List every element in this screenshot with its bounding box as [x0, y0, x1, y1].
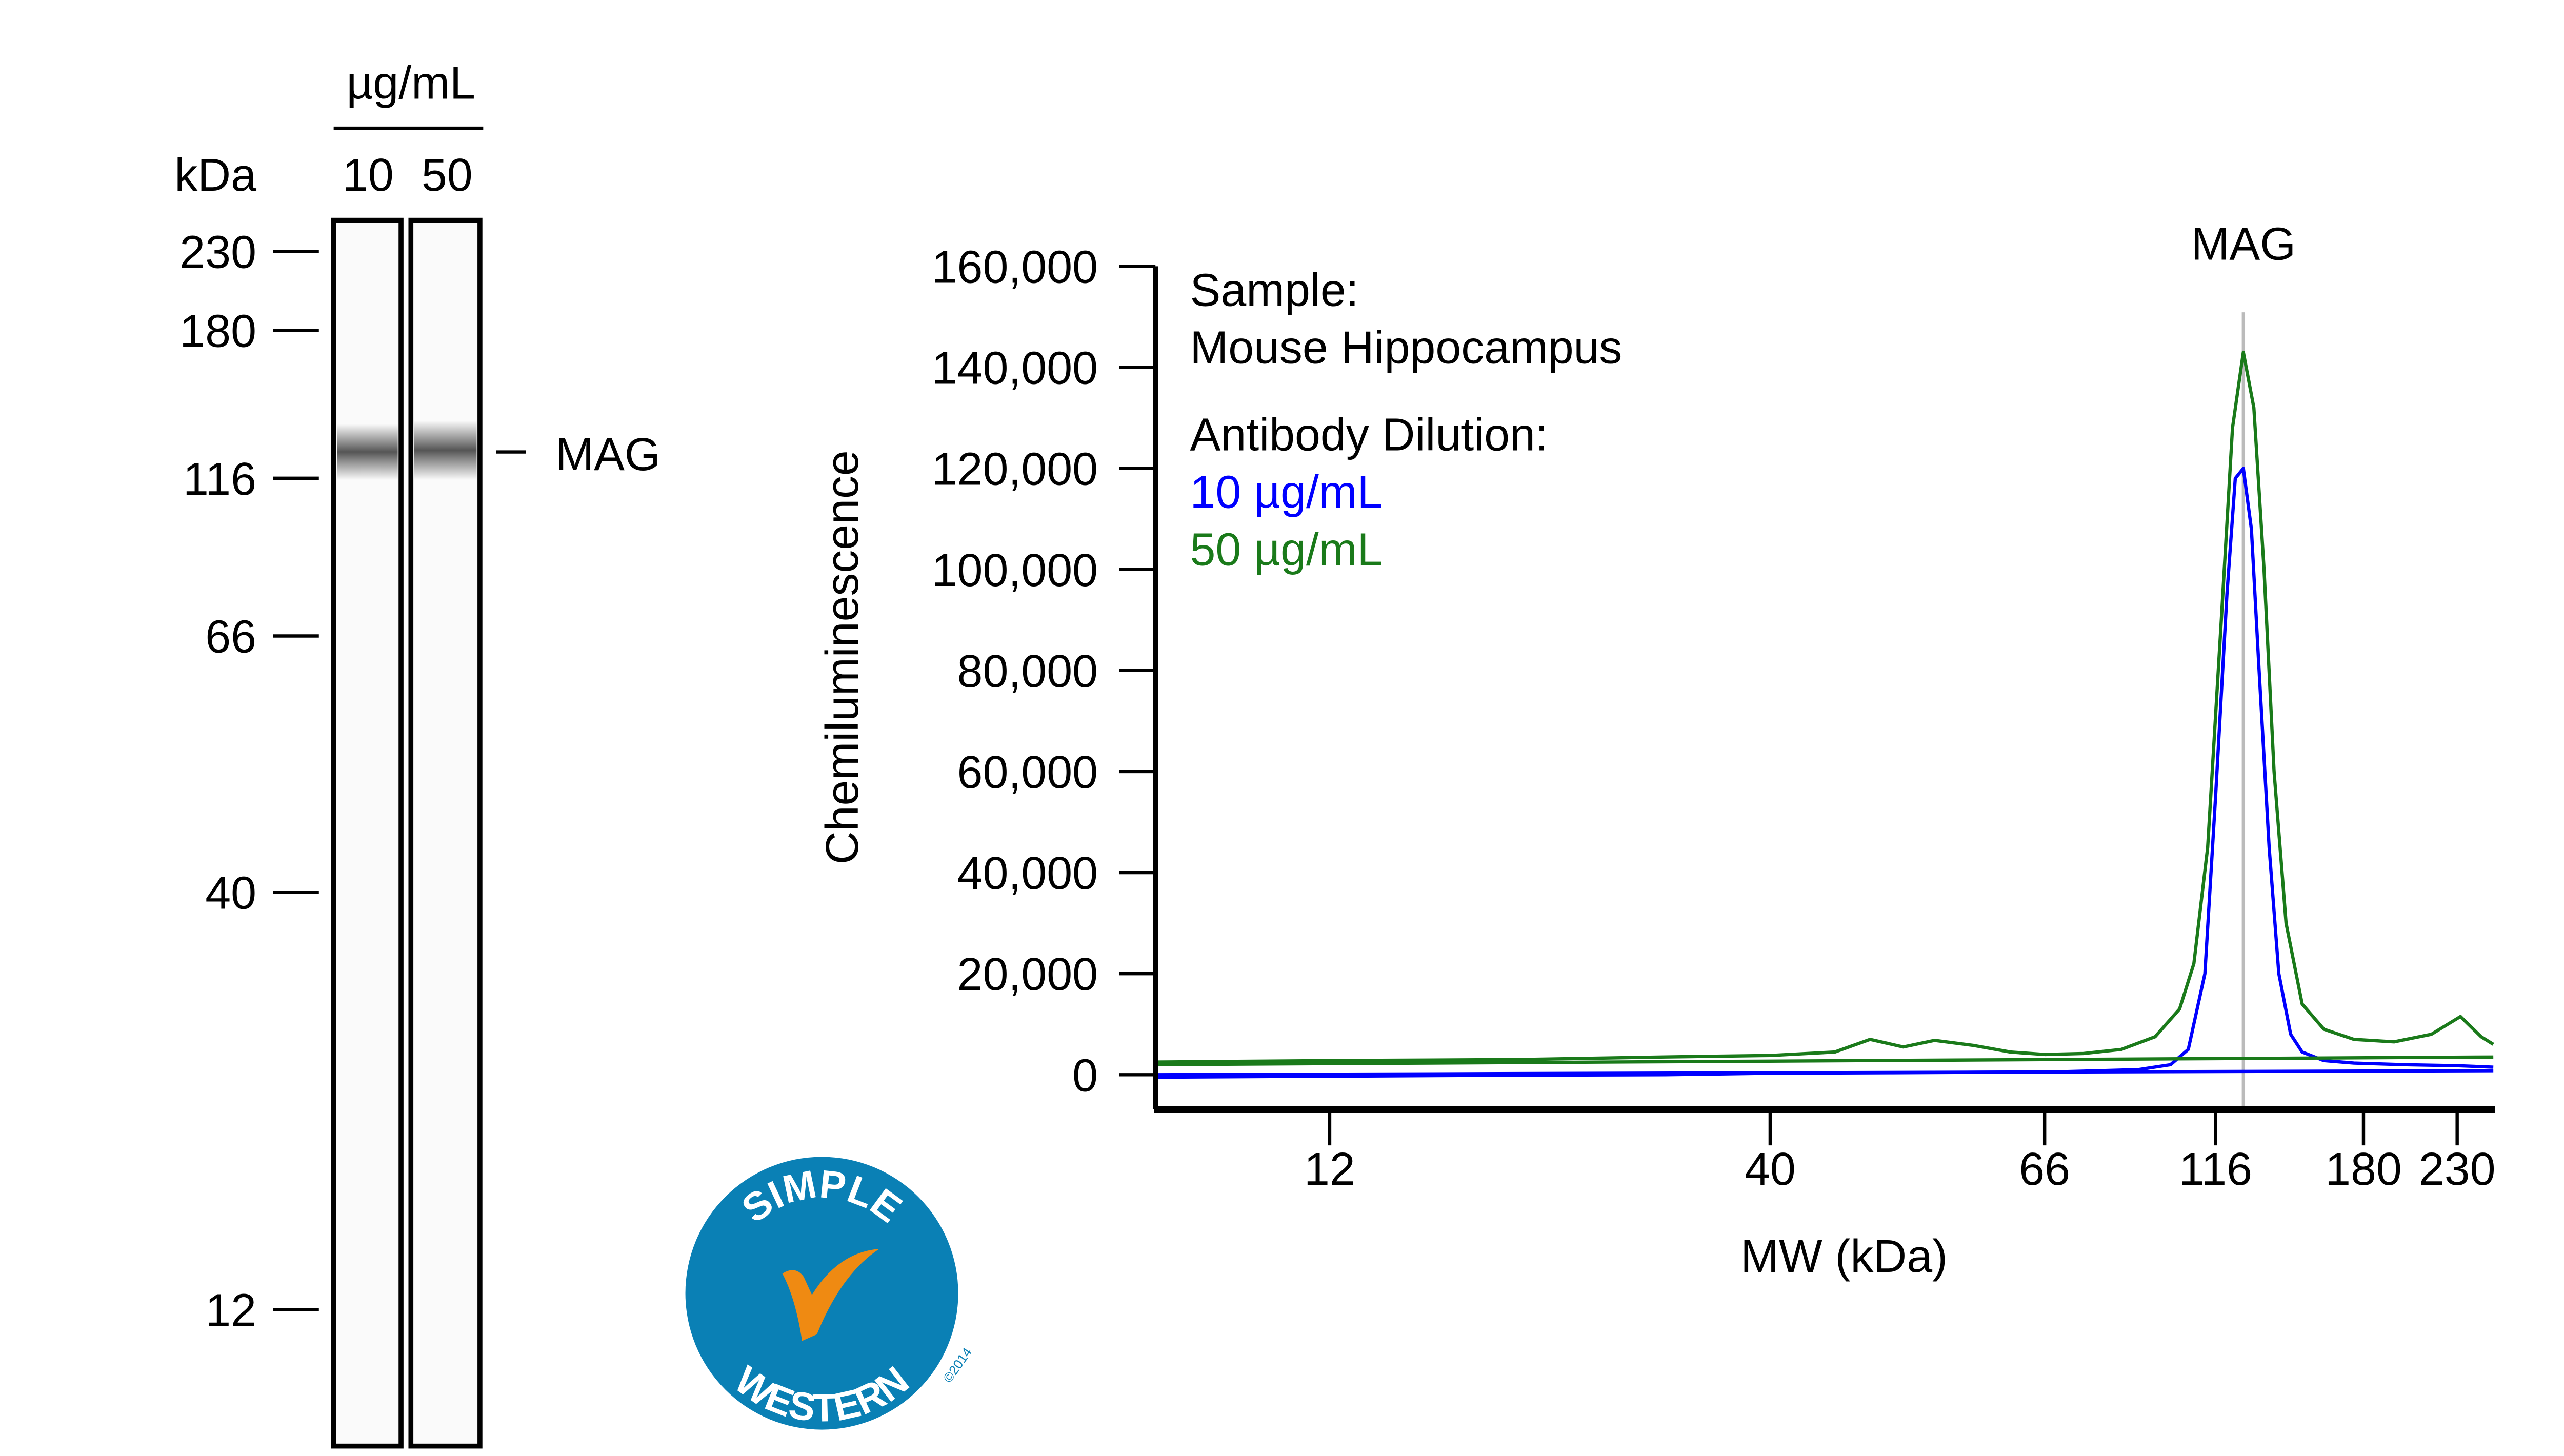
band-lane-10 — [337, 424, 398, 480]
x-tick-label: 12 — [1304, 1144, 1355, 1195]
series-line-1 — [1155, 350, 2494, 1064]
check-icon — [782, 1249, 879, 1341]
marker-ladder: 230 180 116 66 40 12 — [179, 227, 319, 1337]
legend-sample-label: Sample: — [1190, 265, 1359, 316]
x-tick-label: 230 — [2419, 1144, 2496, 1195]
marker-label: 40 — [205, 868, 256, 919]
marker-label: 66 — [205, 612, 256, 663]
y-tick-label: 60,000 — [957, 747, 1098, 798]
legend-series-50: 50 µg/mL — [1190, 524, 1383, 576]
x-axis-label: MW (kDa) — [1740, 1231, 1948, 1282]
band-lane-50 — [414, 420, 477, 480]
legend: Sample: Mouse Hippocampus Antibody Dilut… — [1190, 265, 1622, 575]
electropherogram-chart: 0 20,000 40,000 60,000 80,000 100,000 120,000 1… — [817, 219, 2495, 1282]
series-line-0 — [1155, 467, 2494, 1079]
y-tick-label: 120,000 — [932, 444, 1098, 495]
y-tick-label: 20,000 — [957, 949, 1098, 1000]
legend-sample: Mouse Hippocampus — [1190, 322, 1622, 373]
kda-label: kDa — [174, 150, 256, 201]
y-tick-label: 100,000 — [932, 545, 1098, 596]
y-tick-label: 140,000 — [932, 343, 1098, 394]
y-tick-label: 0 — [1072, 1050, 1098, 1101]
y-axis-label: Chemiluminescence — [817, 450, 868, 864]
marker-label: 230 — [179, 227, 256, 278]
logo-copyright: ©2014 — [941, 1345, 975, 1385]
y-tick-label: 40,000 — [957, 848, 1098, 899]
lane-50 — [408, 217, 483, 1449]
x-tick-label: 116 — [2179, 1144, 2252, 1195]
marker-label: 12 — [205, 1285, 256, 1337]
gel-panel: µg/mL kDa 10 50 230 180 116 66 40 12 MAG — [174, 57, 660, 1449]
simple-western-logo: SIMPLE WESTERN ©2014 — [685, 1157, 975, 1430]
x-tick-label: 180 — [2325, 1144, 2402, 1195]
unit-label: µg/mL — [347, 57, 475, 109]
marker-label: 116 — [183, 454, 256, 505]
baseline-1 — [1155, 1055, 2494, 1066]
x-tick-label: 40 — [1745, 1144, 1796, 1195]
lane-label-50: 50 — [422, 150, 473, 201]
y-tick-label: 160,000 — [932, 241, 1098, 293]
y-tick-label: 80,000 — [957, 646, 1098, 697]
lane-10 — [331, 217, 404, 1449]
lane-label-10: 10 — [343, 150, 394, 201]
legend-series-10: 10 µg/mL — [1190, 467, 1383, 518]
x-tick-label: 66 — [2019, 1144, 2070, 1195]
mag-annotation: MAG — [2191, 219, 2296, 270]
legend-dilution-label: Antibody Dilution: — [1190, 409, 1548, 460]
band-label: MAG — [555, 429, 660, 480]
marker-label: 180 — [179, 306, 256, 357]
